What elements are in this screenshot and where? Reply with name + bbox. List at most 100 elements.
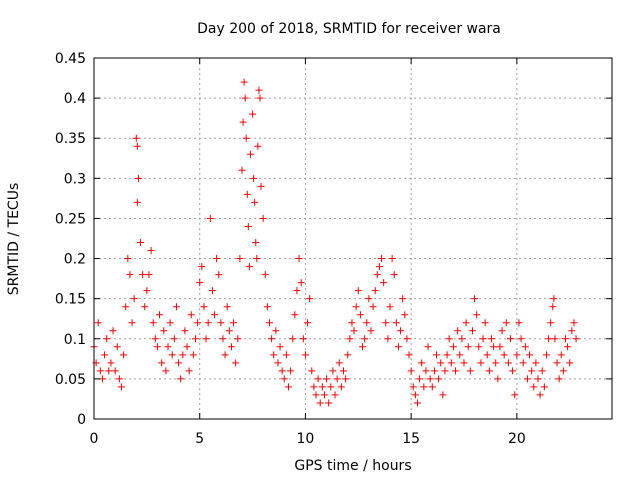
data-point (550, 295, 558, 303)
data-point (504, 359, 512, 367)
data-point (297, 279, 305, 287)
data-point (278, 367, 286, 375)
y-tick-label: 0.3 (64, 171, 86, 187)
data-point (369, 303, 377, 311)
data-point (551, 335, 559, 343)
data-point (513, 351, 521, 359)
data-point (390, 271, 398, 279)
data-point (545, 335, 553, 343)
data-point (449, 343, 457, 351)
data-point (308, 367, 316, 375)
data-point (519, 359, 527, 367)
data-point (287, 367, 295, 375)
y-tick-label: 0 (77, 412, 86, 428)
data-point (285, 383, 293, 391)
data-point (380, 279, 388, 287)
data-point (424, 343, 432, 351)
data-point (335, 359, 343, 367)
data-point (342, 375, 350, 383)
data-point (259, 214, 267, 222)
data-point (411, 391, 419, 399)
data-point (460, 359, 468, 367)
data-point (256, 94, 264, 102)
y-tick-label: 0.25 (55, 211, 86, 227)
x-axis-label: GPS time / hours (294, 458, 411, 474)
data-point (128, 319, 136, 327)
data-point (441, 367, 449, 375)
data-point (160, 327, 168, 335)
data-point (386, 303, 394, 311)
data-point (245, 263, 253, 271)
y-tick-label: 0.2 (64, 252, 86, 268)
data-point (132, 134, 140, 142)
data-point (407, 367, 415, 375)
grid-lines (94, 58, 612, 419)
data-point (236, 255, 244, 263)
y-tick-label: 0.15 (55, 292, 86, 308)
data-point (511, 391, 519, 399)
data-point (168, 351, 176, 359)
data-point (126, 271, 134, 279)
data-point (134, 174, 142, 182)
data-point (162, 367, 170, 375)
x-tick-label: 20 (508, 431, 526, 447)
data-point (375, 263, 383, 271)
data-point (314, 375, 322, 383)
data-point (215, 271, 223, 279)
data-point (232, 359, 240, 367)
data-point (559, 367, 567, 375)
data-point (517, 335, 525, 343)
data-point (530, 383, 538, 391)
y-tick-label: 0.05 (55, 372, 86, 388)
y-tick-label: 0.4 (64, 91, 86, 107)
data-point (572, 335, 580, 343)
data-point (301, 351, 309, 359)
data-point (274, 359, 282, 367)
data-point (181, 327, 189, 335)
data-point (250, 174, 258, 182)
data-point (243, 190, 251, 198)
data-point (306, 295, 314, 303)
data-point (117, 383, 125, 391)
data-point (532, 359, 540, 367)
data-point (289, 335, 297, 343)
data-point (443, 351, 451, 359)
data-point (339, 367, 347, 375)
x-tick-label: 0 (90, 431, 99, 447)
data-point (401, 311, 409, 319)
data-point (435, 375, 443, 383)
data-point (238, 166, 246, 174)
data-point (316, 399, 324, 407)
data-point (265, 319, 273, 327)
data-point (397, 327, 405, 335)
data-point (320, 391, 328, 399)
data-point (547, 319, 555, 327)
data-point (107, 359, 115, 367)
data-point (213, 255, 221, 263)
data-point (502, 319, 510, 327)
data-point (295, 255, 303, 263)
y-tick-label: 0.1 (64, 332, 86, 348)
data-point (464, 343, 472, 351)
data-point (384, 335, 392, 343)
data-point (133, 142, 141, 150)
data-point (225, 327, 233, 335)
data-point (263, 303, 271, 311)
x-tick-label: 5 (195, 431, 204, 447)
data-point (570, 319, 578, 327)
data-point (185, 367, 193, 375)
data-point (261, 271, 269, 279)
data-point (439, 391, 447, 399)
data-point (151, 335, 159, 343)
y-tick-label: 0.35 (55, 131, 86, 147)
data-point (206, 214, 214, 222)
data-point (327, 383, 335, 391)
data-point (101, 351, 109, 359)
data-point (494, 375, 502, 383)
data-point (227, 343, 235, 351)
data-point (418, 359, 426, 367)
data-point (103, 335, 111, 343)
data-point (356, 311, 364, 319)
data-point (403, 335, 411, 343)
